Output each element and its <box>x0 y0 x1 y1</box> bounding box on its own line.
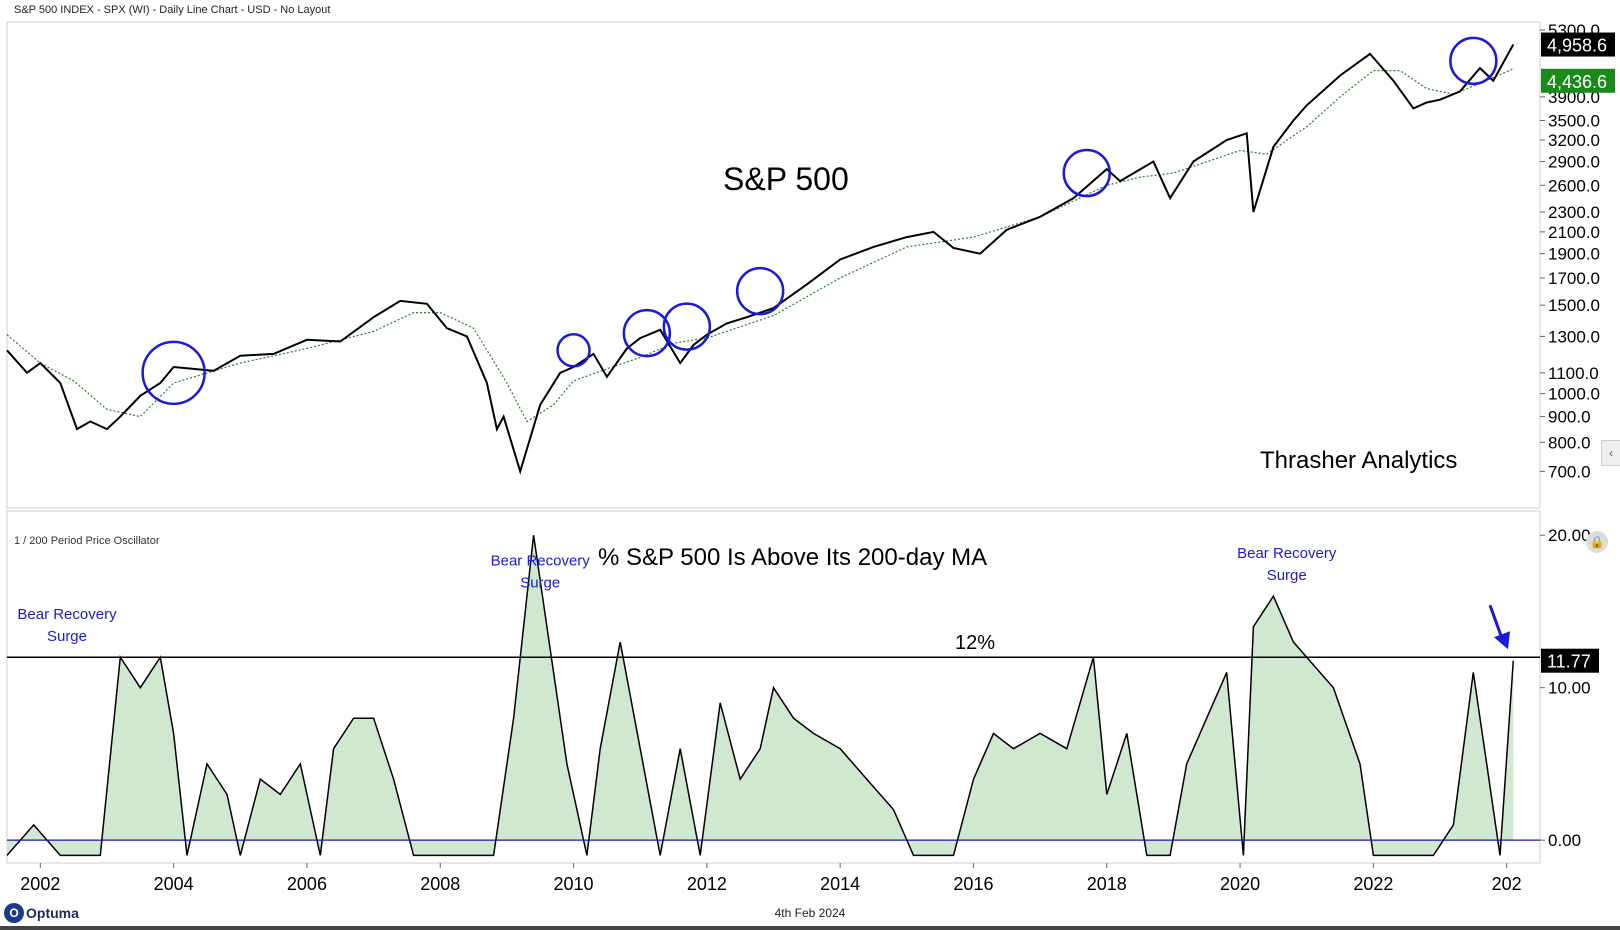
price-last-badge <box>1541 32 1615 57</box>
price-y-tick-label: 2900.0 <box>1548 152 1600 171</box>
x-tick-label: 2014 <box>820 874 860 894</box>
optuma-logo-icon: O <box>4 903 24 923</box>
x-tick-label: 202 <box>1492 874 1522 894</box>
price-y-tick-label: 1500.0 <box>1548 296 1600 315</box>
osc-y-tick-label: 0.00 <box>1548 831 1581 850</box>
price-line <box>6 44 1515 475</box>
optuma-logo-text: Optuma <box>26 905 79 921</box>
price-y-tick-label: 800.0 <box>1548 433 1591 452</box>
footer-date: 4th Feb 2024 <box>774 906 846 920</box>
lock-icon[interactable]: 🔒 <box>1586 531 1608 553</box>
highlight-circle <box>735 266 785 316</box>
bear-recovery-annotation: Surge <box>520 575 560 592</box>
price-y-tick-label: 2600.0 <box>1548 176 1600 195</box>
moving-average-line <box>6 68 1514 423</box>
ma-last-badge <box>1541 68 1615 93</box>
osc-last-badge <box>1541 648 1599 673</box>
price-y-tick-label: 1300.0 <box>1548 327 1600 346</box>
x-tick-label: 2020 <box>1220 874 1260 894</box>
price-annotation: Thrasher Analytics <box>1260 447 1457 474</box>
highlight-circle <box>556 333 591 368</box>
oscillator-line <box>6 535 1515 857</box>
x-tick-label: 2022 <box>1353 874 1393 894</box>
reference-line-label: 12% <box>955 632 995 654</box>
oscillator-panel-frame <box>6 510 1541 864</box>
optuma-logo: O Optuma <box>4 903 79 923</box>
price-y-tick-label: 3200.0 <box>1548 131 1600 150</box>
highlight-circle <box>141 340 206 406</box>
bear-recovery-annotation: Bear Recovery <box>491 553 591 570</box>
price-y-tick-label: 1900.0 <box>1548 245 1600 264</box>
price-panel: 700.0 800.0 900.0 1000.0 1100.0 1300.0 1500.0 1… <box>6 21 1615 481</box>
x-tick-label: 2008 <box>420 874 460 894</box>
price-y-tick-label: 1700.0 <box>1548 269 1600 288</box>
x-tick-label: 2010 <box>554 874 594 894</box>
x-tick-label: 2004 <box>154 874 194 894</box>
bear-recovery-annotation: Bear Recovery <box>1237 545 1337 562</box>
price-y-tick-label: 2300.0 <box>1548 203 1600 222</box>
highlight-circle <box>622 308 672 358</box>
x-axis: 2002 2004 2006 2008 2010 2012 2014 2016 2018 2020… <box>20 863 1522 894</box>
price-y-tick-label: 3500.0 <box>1548 111 1600 130</box>
bear-recovery-annotation: Surge <box>47 628 87 645</box>
oscillator-panel-label: 1 / 200 Period Price Oscillator <box>14 535 160 547</box>
oscillator-title: % S&P 500 Is Above Its 200-day MA <box>598 544 987 571</box>
osc-last-value: 11.77 <box>1547 652 1591 672</box>
oscillator-area <box>7 535 1514 856</box>
bottom-bar <box>0 926 1620 930</box>
osc-y-tick-label: 10.00 <box>1548 679 1591 698</box>
x-tick-label: 2006 <box>287 874 327 894</box>
bear-recovery-annotation: Bear Recovery <box>17 606 117 623</box>
chart-header: S&P 500 INDEX - SPX (WI) - Daily Line Ch… <box>14 4 331 16</box>
highlight-circle <box>662 302 712 351</box>
price-y-tick-label: 700.0 <box>1548 462 1591 481</box>
x-tick-label: 2012 <box>687 874 727 894</box>
bear-recovery-annotation: Surge <box>1267 567 1307 584</box>
x-tick-label: 2016 <box>953 874 993 894</box>
highlight-circle <box>1449 36 1498 86</box>
oscillator-panel: 0.00 10.00 20.00 12% 11.77 Bear Recovery Surge… <box>6 526 1599 857</box>
price-panel-frame <box>6 21 1541 509</box>
x-tick-label: 2002 <box>20 874 60 894</box>
price-y-tick-label: 1100.0 <box>1548 364 1599 383</box>
price-y-tick-label: 2100.0 <box>1548 223 1600 242</box>
ma-last-value: 4,436.6 <box>1547 72 1607 92</box>
osc-y-tick-label: 20.00 <box>1548 526 1591 545</box>
price-y-tick-label: 900.0 <box>1548 408 1591 427</box>
x-tick-label: 2018 <box>1087 874 1127 894</box>
down-arrow-head <box>1494 631 1511 650</box>
collapse-panel-chevron-icon[interactable]: ‹ <box>1601 440 1620 466</box>
highlight-circle <box>1062 148 1112 198</box>
price-y-tick-label: 1000.0 <box>1548 385 1600 404</box>
price-last-value: 4,958.6 <box>1547 36 1607 56</box>
price-chart-title: S&P 500 <box>723 161 849 197</box>
